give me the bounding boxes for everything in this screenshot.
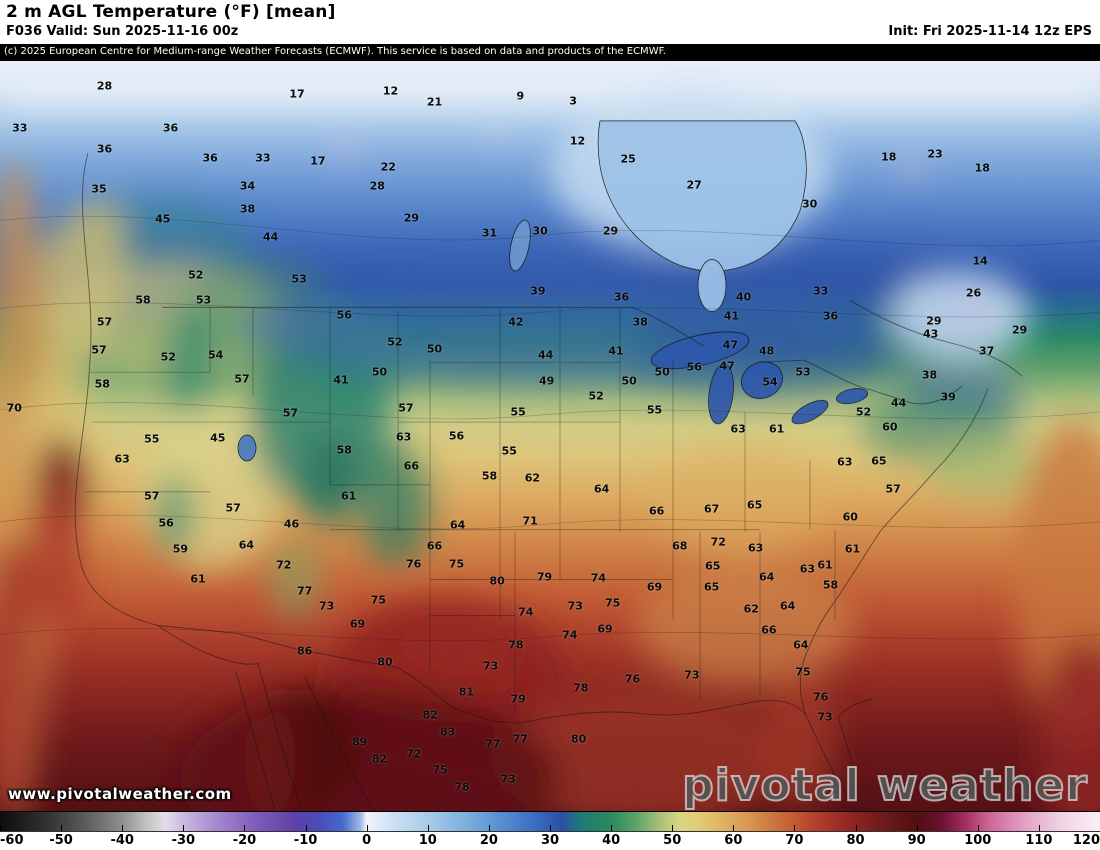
east-coastline (799, 387, 989, 716)
great-salt-lake (237, 434, 257, 462)
colorbar-tick-label: 30 (540, 833, 560, 848)
hudson-bay (597, 120, 807, 272)
watermark-url: www.pivotalweather.com (8, 785, 232, 803)
colorbar-tick (427, 825, 429, 831)
colorbar-ticks: -60 -50 -40 -30 -20 -10 0 10 20 30 40 50 60 70 80 90 100… (0, 832, 1100, 849)
colorbar-tick (977, 825, 979, 831)
contour-lines (0, 215, 1100, 642)
state-borders-vertical (209, 307, 836, 715)
lake-ontario (835, 388, 869, 405)
colorbar-tick-label: 110 (1025, 833, 1053, 848)
us-mexico-border (157, 625, 521, 724)
lake-winnipeg (509, 219, 531, 272)
colorbar-tick-label: -40 (110, 833, 134, 848)
us-canada-border (162, 306, 963, 405)
colorbar-tick-label: 0 (362, 833, 372, 848)
colorbar-tick (611, 825, 613, 831)
colorbar-tick-label: -10 (293, 833, 318, 848)
colorbar-tick-label: 50 (663, 833, 682, 848)
colorbar-tick-label: -60 (0, 833, 24, 848)
florida-coastline (805, 698, 873, 798)
temperature-map: 28 17 12 21 9 3 33 36 36 36 33 17 22 12 25 35 34 28 27 18 23… (0, 60, 1100, 812)
colorbar-tick-label: -20 (232, 833, 257, 848)
state-borders-horizontal (85, 361, 760, 616)
init-time-label: Init: Fri 2025-11-14 12z EPS (888, 24, 1092, 39)
colorbar-tick-label: 90 (907, 833, 926, 848)
colorbar-tick-label: 100 (964, 833, 992, 848)
lake-superior (650, 331, 750, 369)
colorbar-tick-label: 80 (846, 833, 865, 848)
colorbar-tick (0, 825, 1, 831)
colorbar-tick (122, 825, 124, 831)
temperature-field-svg (0, 61, 1100, 811)
lake-michigan (708, 364, 734, 425)
colorbar-tick-label: 70 (785, 833, 804, 848)
header: 2 m AGL Temperature (°F) [mean] F036 Val… (0, 0, 1100, 44)
baja-gulf-coastline (157, 625, 374, 811)
lake-erie (791, 399, 829, 425)
colorbar-tick (916, 825, 918, 831)
colorbar-tick (183, 825, 185, 831)
colorbar-tick (550, 825, 551, 831)
colorbar-tick-label: 20 (479, 833, 498, 848)
colorbar-tick-label: 10 (418, 833, 437, 848)
page-title: 2 m AGL Temperature (°F) [mean] (6, 2, 336, 22)
colorbar-tick (305, 825, 307, 831)
colorbar-tick-label: 120 (1072, 833, 1100, 848)
watermark-brand: pivotal weather (681, 759, 1088, 811)
colorbar-tick (61, 825, 63, 831)
colorbar-tick (488, 825, 490, 831)
colorbar: -60 -50 -40 -30 -20 -10 0 10 20 30 40 50 60 70 80 90 100… (0, 812, 1100, 850)
colorbar-tick-label: 60 (724, 833, 743, 848)
lakes-layer (237, 120, 869, 462)
west-coastline (74, 152, 159, 626)
borders-layer (74, 152, 1023, 811)
lake-huron (741, 361, 783, 399)
colorbar-tick (366, 825, 368, 831)
colorbar-tick (794, 825, 796, 831)
valid-time-label: F036 Valid: Sun 2025-11-16 00z (6, 24, 239, 39)
james-bay (697, 259, 727, 312)
colorbar-tick-label: -30 (171, 833, 196, 848)
colorbar-tick-label: -50 (49, 833, 73, 848)
colorbar-tick (1038, 825, 1040, 831)
colorbar-tick (733, 825, 735, 831)
copyright-bar: (c) 2025 European Centre for Medium-rang… (0, 44, 1100, 60)
colorbar-tick (244, 825, 246, 831)
colorbar-tick (672, 825, 674, 831)
colorbar-tick (855, 825, 857, 831)
st-lawrence-coast (849, 299, 1023, 377)
gulf-coastline (519, 700, 807, 724)
colorbar-gradient (0, 812, 1100, 832)
colorbar-tick-label: 40 (602, 833, 621, 848)
